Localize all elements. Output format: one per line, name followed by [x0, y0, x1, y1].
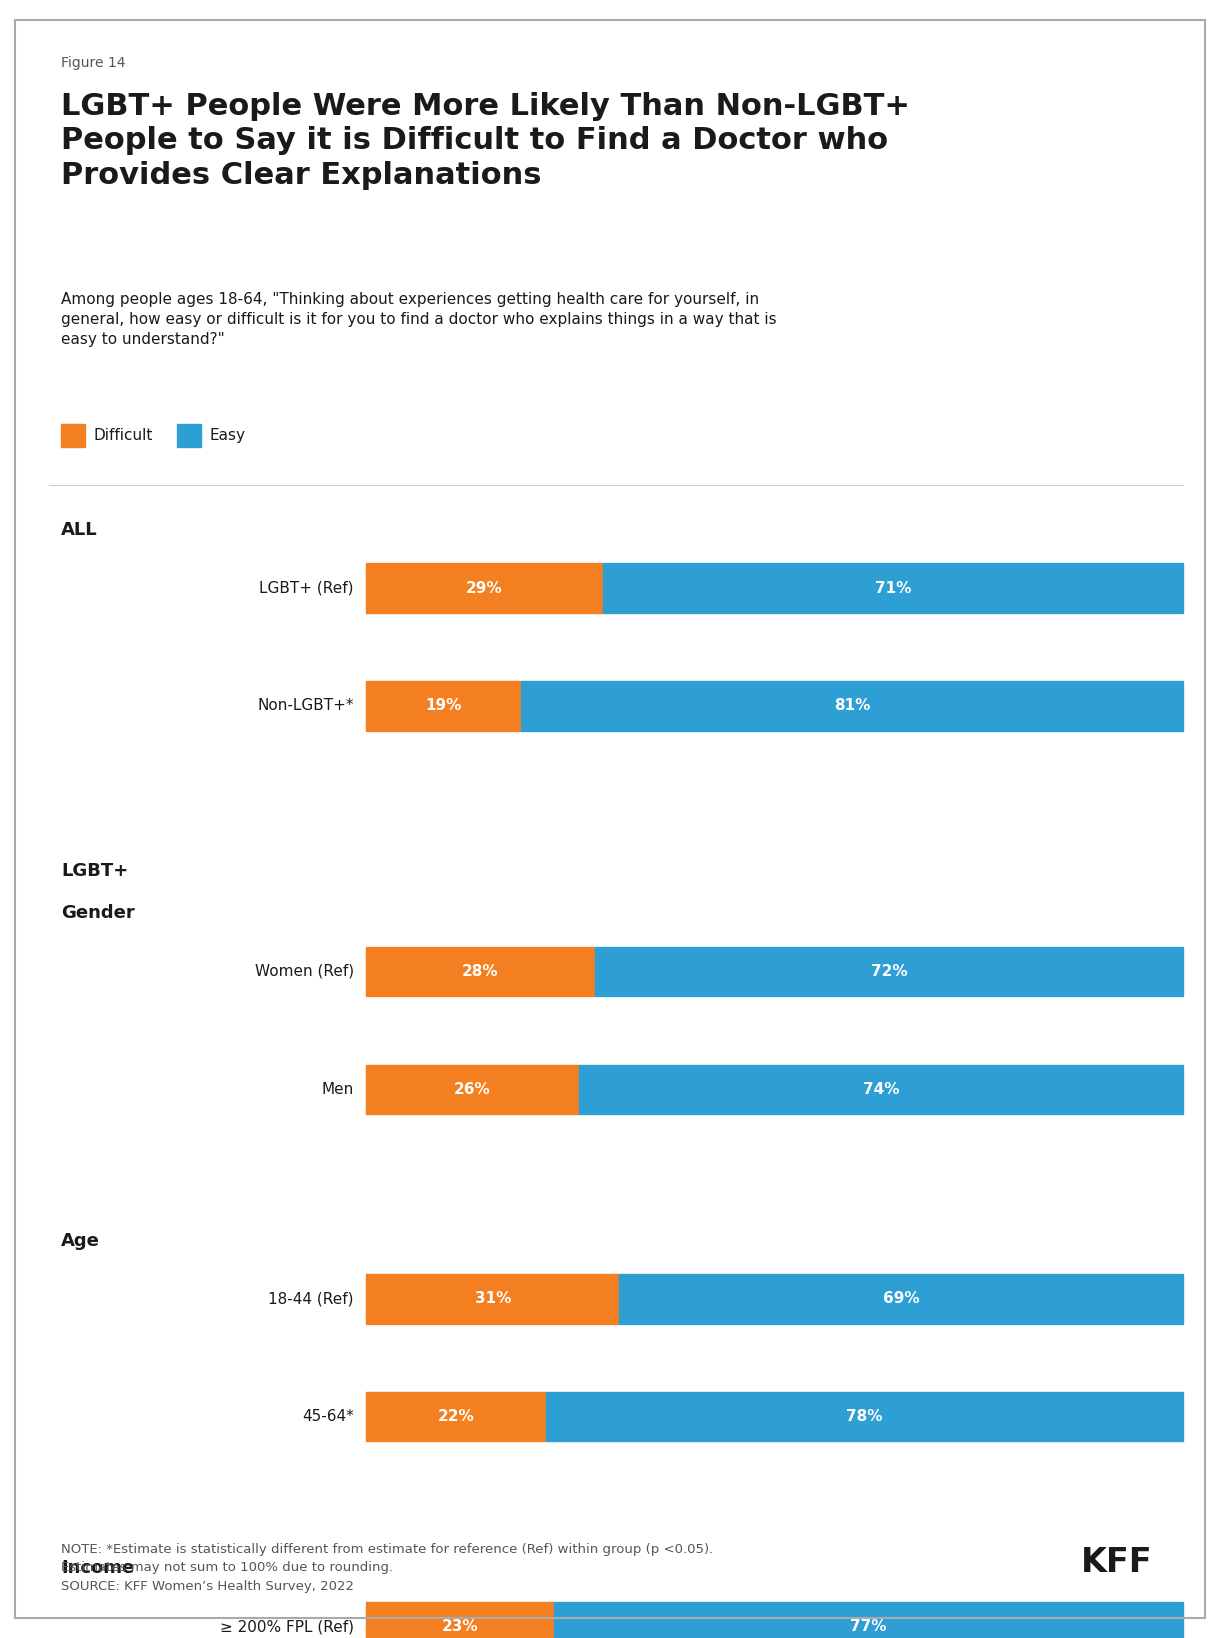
Text: 69%: 69% — [883, 1291, 920, 1307]
Text: Among people ages 18-64, "Thinking about experiences getting health care for you: Among people ages 18-64, "Thinking about… — [61, 292, 777, 347]
Text: 72%: 72% — [871, 963, 908, 980]
Text: Women (Ref): Women (Ref) — [255, 963, 354, 980]
Bar — [554, 1602, 1183, 1638]
Text: Non-LGBT+*: Non-LGBT+* — [257, 698, 354, 714]
Text: LGBT+: LGBT+ — [61, 862, 128, 880]
Text: 31%: 31% — [475, 1291, 511, 1307]
Bar — [545, 1392, 1183, 1441]
Bar — [366, 1065, 578, 1114]
Text: 23%: 23% — [442, 1618, 478, 1635]
Text: 22%: 22% — [438, 1409, 475, 1425]
Bar — [366, 681, 521, 731]
Bar — [595, 947, 1183, 996]
Bar — [366, 1274, 620, 1324]
Text: Difficult: Difficult — [94, 428, 154, 444]
Bar — [521, 681, 1183, 731]
Bar — [578, 1065, 1183, 1114]
Text: 78%: 78% — [847, 1409, 883, 1425]
Text: LGBT+ (Ref): LGBT+ (Ref) — [260, 580, 354, 596]
Text: KFF: KFF — [1081, 1546, 1152, 1579]
Bar — [603, 563, 1183, 613]
Bar — [366, 947, 595, 996]
Text: 74%: 74% — [863, 1081, 899, 1097]
Text: Income: Income — [61, 1559, 134, 1577]
Text: 45-64*: 45-64* — [303, 1409, 354, 1425]
Bar — [366, 1392, 545, 1441]
Text: Figure 14: Figure 14 — [61, 56, 126, 70]
Text: 81%: 81% — [834, 698, 871, 714]
Text: LGBT+ People Were More Likely Than Non-LGBT+
People to Say it is Difficult to Fi: LGBT+ People Were More Likely Than Non-L… — [61, 92, 910, 190]
Text: Gender: Gender — [61, 904, 134, 922]
Text: Easy: Easy — [210, 428, 246, 444]
Text: 19%: 19% — [426, 698, 462, 714]
Text: 18-44 (Ref): 18-44 (Ref) — [268, 1291, 354, 1307]
Bar — [61, 424, 85, 447]
Text: 71%: 71% — [875, 580, 911, 596]
Text: NOTE: *Estimate is statistically different from estimate for reference (Ref) wit: NOTE: *Estimate is statistically differe… — [61, 1543, 714, 1594]
Text: 26%: 26% — [454, 1081, 490, 1097]
Text: Age: Age — [61, 1232, 100, 1250]
Text: 77%: 77% — [850, 1618, 887, 1635]
Bar — [366, 563, 603, 613]
Text: 29%: 29% — [466, 580, 503, 596]
Text: ALL: ALL — [61, 521, 98, 539]
Bar — [177, 424, 201, 447]
Text: Men: Men — [322, 1081, 354, 1097]
Bar — [620, 1274, 1183, 1324]
Text: 28%: 28% — [462, 963, 499, 980]
Bar — [366, 1602, 554, 1638]
Text: ≥ 200% FPL (Ref): ≥ 200% FPL (Ref) — [220, 1618, 354, 1635]
